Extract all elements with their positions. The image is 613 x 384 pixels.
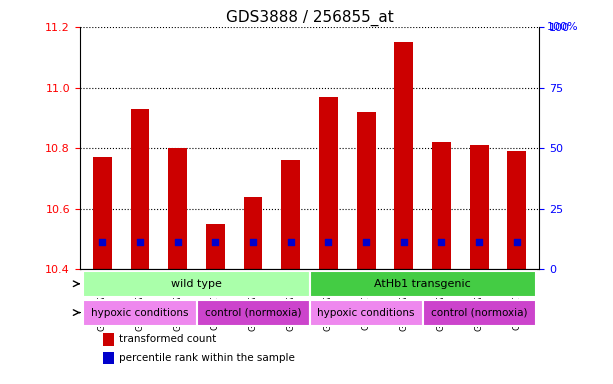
Text: transformed count: transformed count	[119, 334, 216, 344]
Point	[286, 239, 295, 245]
Point	[512, 239, 522, 245]
Point	[248, 239, 258, 245]
Y-axis label: 100%: 100%	[547, 22, 578, 32]
FancyBboxPatch shape	[83, 300, 197, 326]
Point	[210, 239, 220, 245]
Bar	[508, 151, 526, 269]
Bar	[394, 42, 413, 269]
Bar	[206, 224, 225, 269]
Bar	[168, 148, 187, 269]
FancyBboxPatch shape	[83, 271, 310, 297]
Bar	[93, 157, 112, 269]
FancyBboxPatch shape	[422, 300, 536, 326]
Text: hypoxic conditions: hypoxic conditions	[318, 308, 415, 318]
Text: wild type: wild type	[171, 279, 222, 289]
FancyBboxPatch shape	[197, 300, 310, 326]
Bar	[319, 97, 338, 269]
Text: control (normoxia): control (normoxia)	[431, 308, 527, 318]
Point	[135, 239, 145, 245]
Point	[173, 239, 183, 245]
Title: GDS3888 / 256855_at: GDS3888 / 256855_at	[226, 9, 394, 25]
Bar	[470, 145, 489, 269]
Point	[474, 239, 484, 245]
Point	[361, 239, 371, 245]
Bar	[281, 160, 300, 269]
Text: control (normoxia): control (normoxia)	[205, 308, 301, 318]
Point	[436, 239, 446, 245]
FancyBboxPatch shape	[310, 300, 422, 326]
Point	[97, 239, 107, 245]
Point	[324, 239, 333, 245]
Bar	[357, 112, 376, 269]
Text: AtHb1 transgenic: AtHb1 transgenic	[375, 279, 471, 289]
Bar	[131, 109, 150, 269]
Bar	[103, 333, 114, 346]
Bar	[243, 197, 262, 269]
FancyBboxPatch shape	[310, 271, 536, 297]
Bar	[103, 352, 114, 364]
Text: hypoxic conditions: hypoxic conditions	[91, 308, 189, 318]
Bar	[432, 142, 451, 269]
Text: percentile rank within the sample: percentile rank within the sample	[119, 353, 295, 363]
Point	[399, 239, 409, 245]
